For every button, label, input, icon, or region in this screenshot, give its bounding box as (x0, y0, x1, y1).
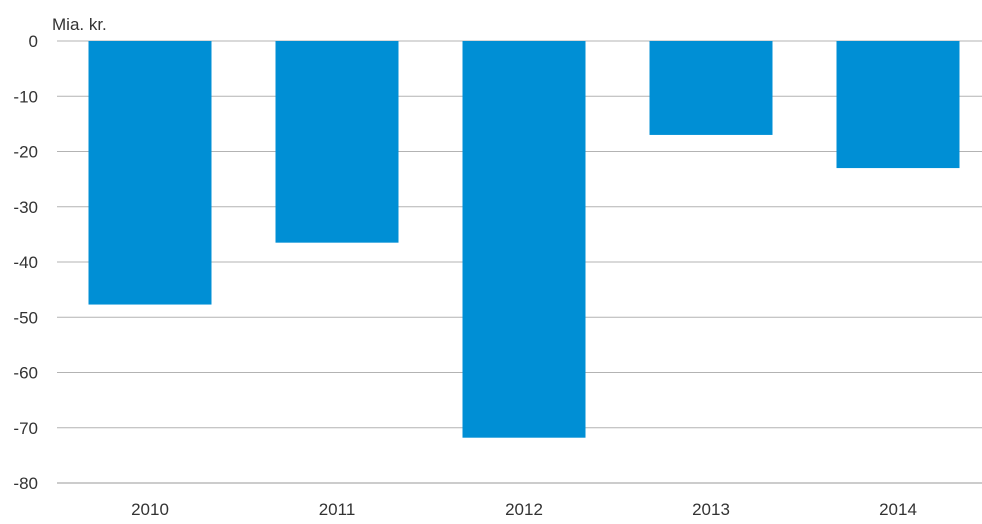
x-tick-label: 2011 (319, 500, 356, 519)
x-tick-label: 2014 (879, 500, 917, 519)
y-tick-label: -30 (13, 198, 38, 217)
bar-2012 (462, 41, 586, 438)
y-tick-label: 0 (29, 32, 38, 51)
y-tick-label: -60 (13, 364, 38, 383)
bar-2011 (275, 41, 399, 243)
y-tick-label: -20 (13, 143, 38, 162)
y-tick-label: -80 (13, 474, 38, 493)
y-tick-label: -70 (13, 419, 38, 438)
x-tick-label: 2012 (505, 500, 543, 519)
x-tick-label: 2010 (131, 500, 169, 519)
bar-2010 (88, 41, 212, 305)
y-tick-label: -40 (13, 253, 38, 272)
bar-2014 (836, 41, 960, 169)
y-tick-label: -50 (13, 308, 38, 327)
x-tick-label: 2013 (692, 500, 730, 519)
y-tick-label: -10 (13, 87, 38, 106)
bars (88, 41, 960, 438)
bar-2013 (649, 41, 773, 135)
x-axis-ticks: 2010 2011 2012 2013 2014 (131, 500, 917, 519)
y-axis-ticks: 0 -10 -20 -30 -40 -50 -60 -70 -80 (13, 32, 38, 493)
y-unit-label: Mia. kr. (52, 15, 107, 34)
